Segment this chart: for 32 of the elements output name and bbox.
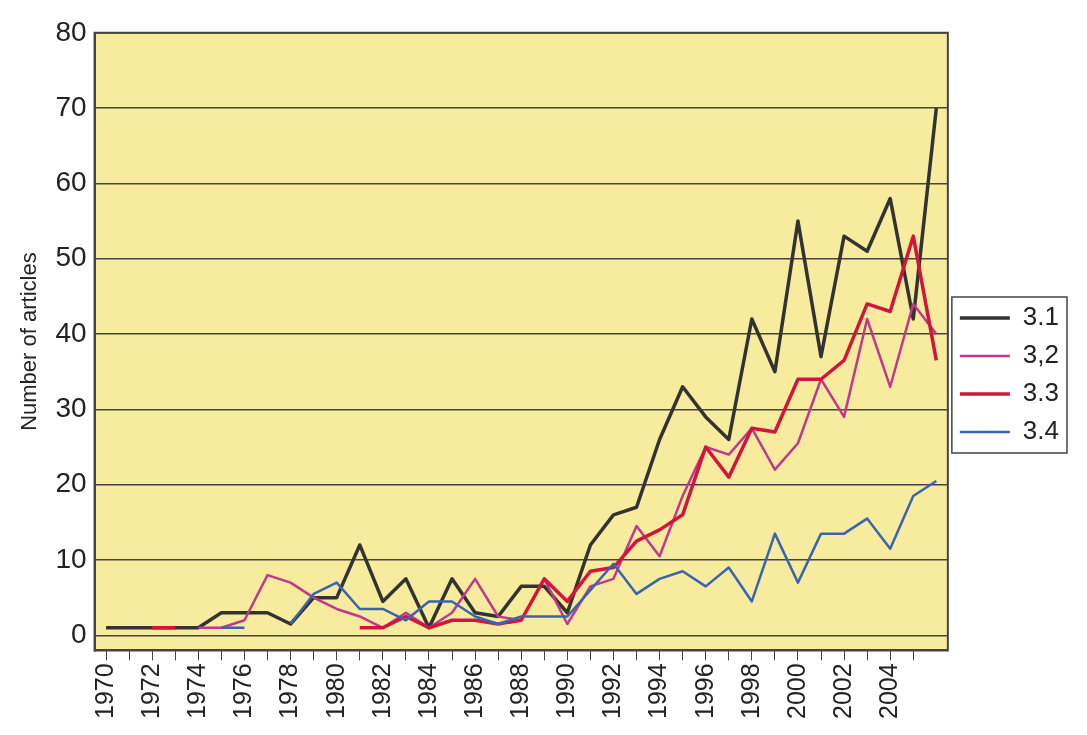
legend-label: 3.3	[1022, 377, 1060, 408]
y-tick-label: 40	[55, 316, 87, 348]
x-tick-label: 1976	[228, 663, 257, 720]
y-tick-label: 20	[55, 467, 87, 499]
x-tick-label: 2000	[781, 663, 810, 720]
x-tick-label: 1996	[689, 663, 718, 720]
x-tick-label: 1984	[412, 663, 441, 720]
y-tick-label: 60	[55, 166, 87, 198]
y-tick-label: 50	[55, 241, 87, 273]
y-tick-label: 30	[55, 392, 87, 424]
x-tick-label: 1978	[274, 663, 303, 720]
x-tick-label: 1972	[136, 663, 165, 720]
x-tick-label: 1986	[458, 663, 487, 720]
legend-label: 3.4	[1022, 415, 1060, 446]
x-tick-label: 2004	[874, 663, 903, 720]
legend-label: 3.1	[1022, 301, 1060, 332]
x-tick-label: 2002	[827, 663, 856, 720]
x-tick-label: 1994	[643, 663, 672, 720]
y-tick-label: 10	[55, 542, 87, 574]
x-tick-label: 1980	[320, 663, 349, 720]
y-tick-label: 70	[55, 90, 87, 122]
y-axis-title: Number of articles	[16, 252, 42, 431]
legend-label: 3,2	[1022, 339, 1060, 370]
x-tick-label: 1992	[597, 663, 626, 720]
x-tick-label: 1990	[551, 663, 580, 720]
x-tick-label: 1988	[505, 663, 534, 720]
y-tick-label: 80	[55, 15, 87, 47]
x-tick-label: 1974	[182, 663, 211, 720]
y-tick-label: 0	[70, 618, 87, 650]
x-tick-label: 1970	[89, 663, 118, 720]
x-tick-label: 1982	[366, 663, 395, 720]
x-tick-label: 1998	[735, 663, 764, 720]
